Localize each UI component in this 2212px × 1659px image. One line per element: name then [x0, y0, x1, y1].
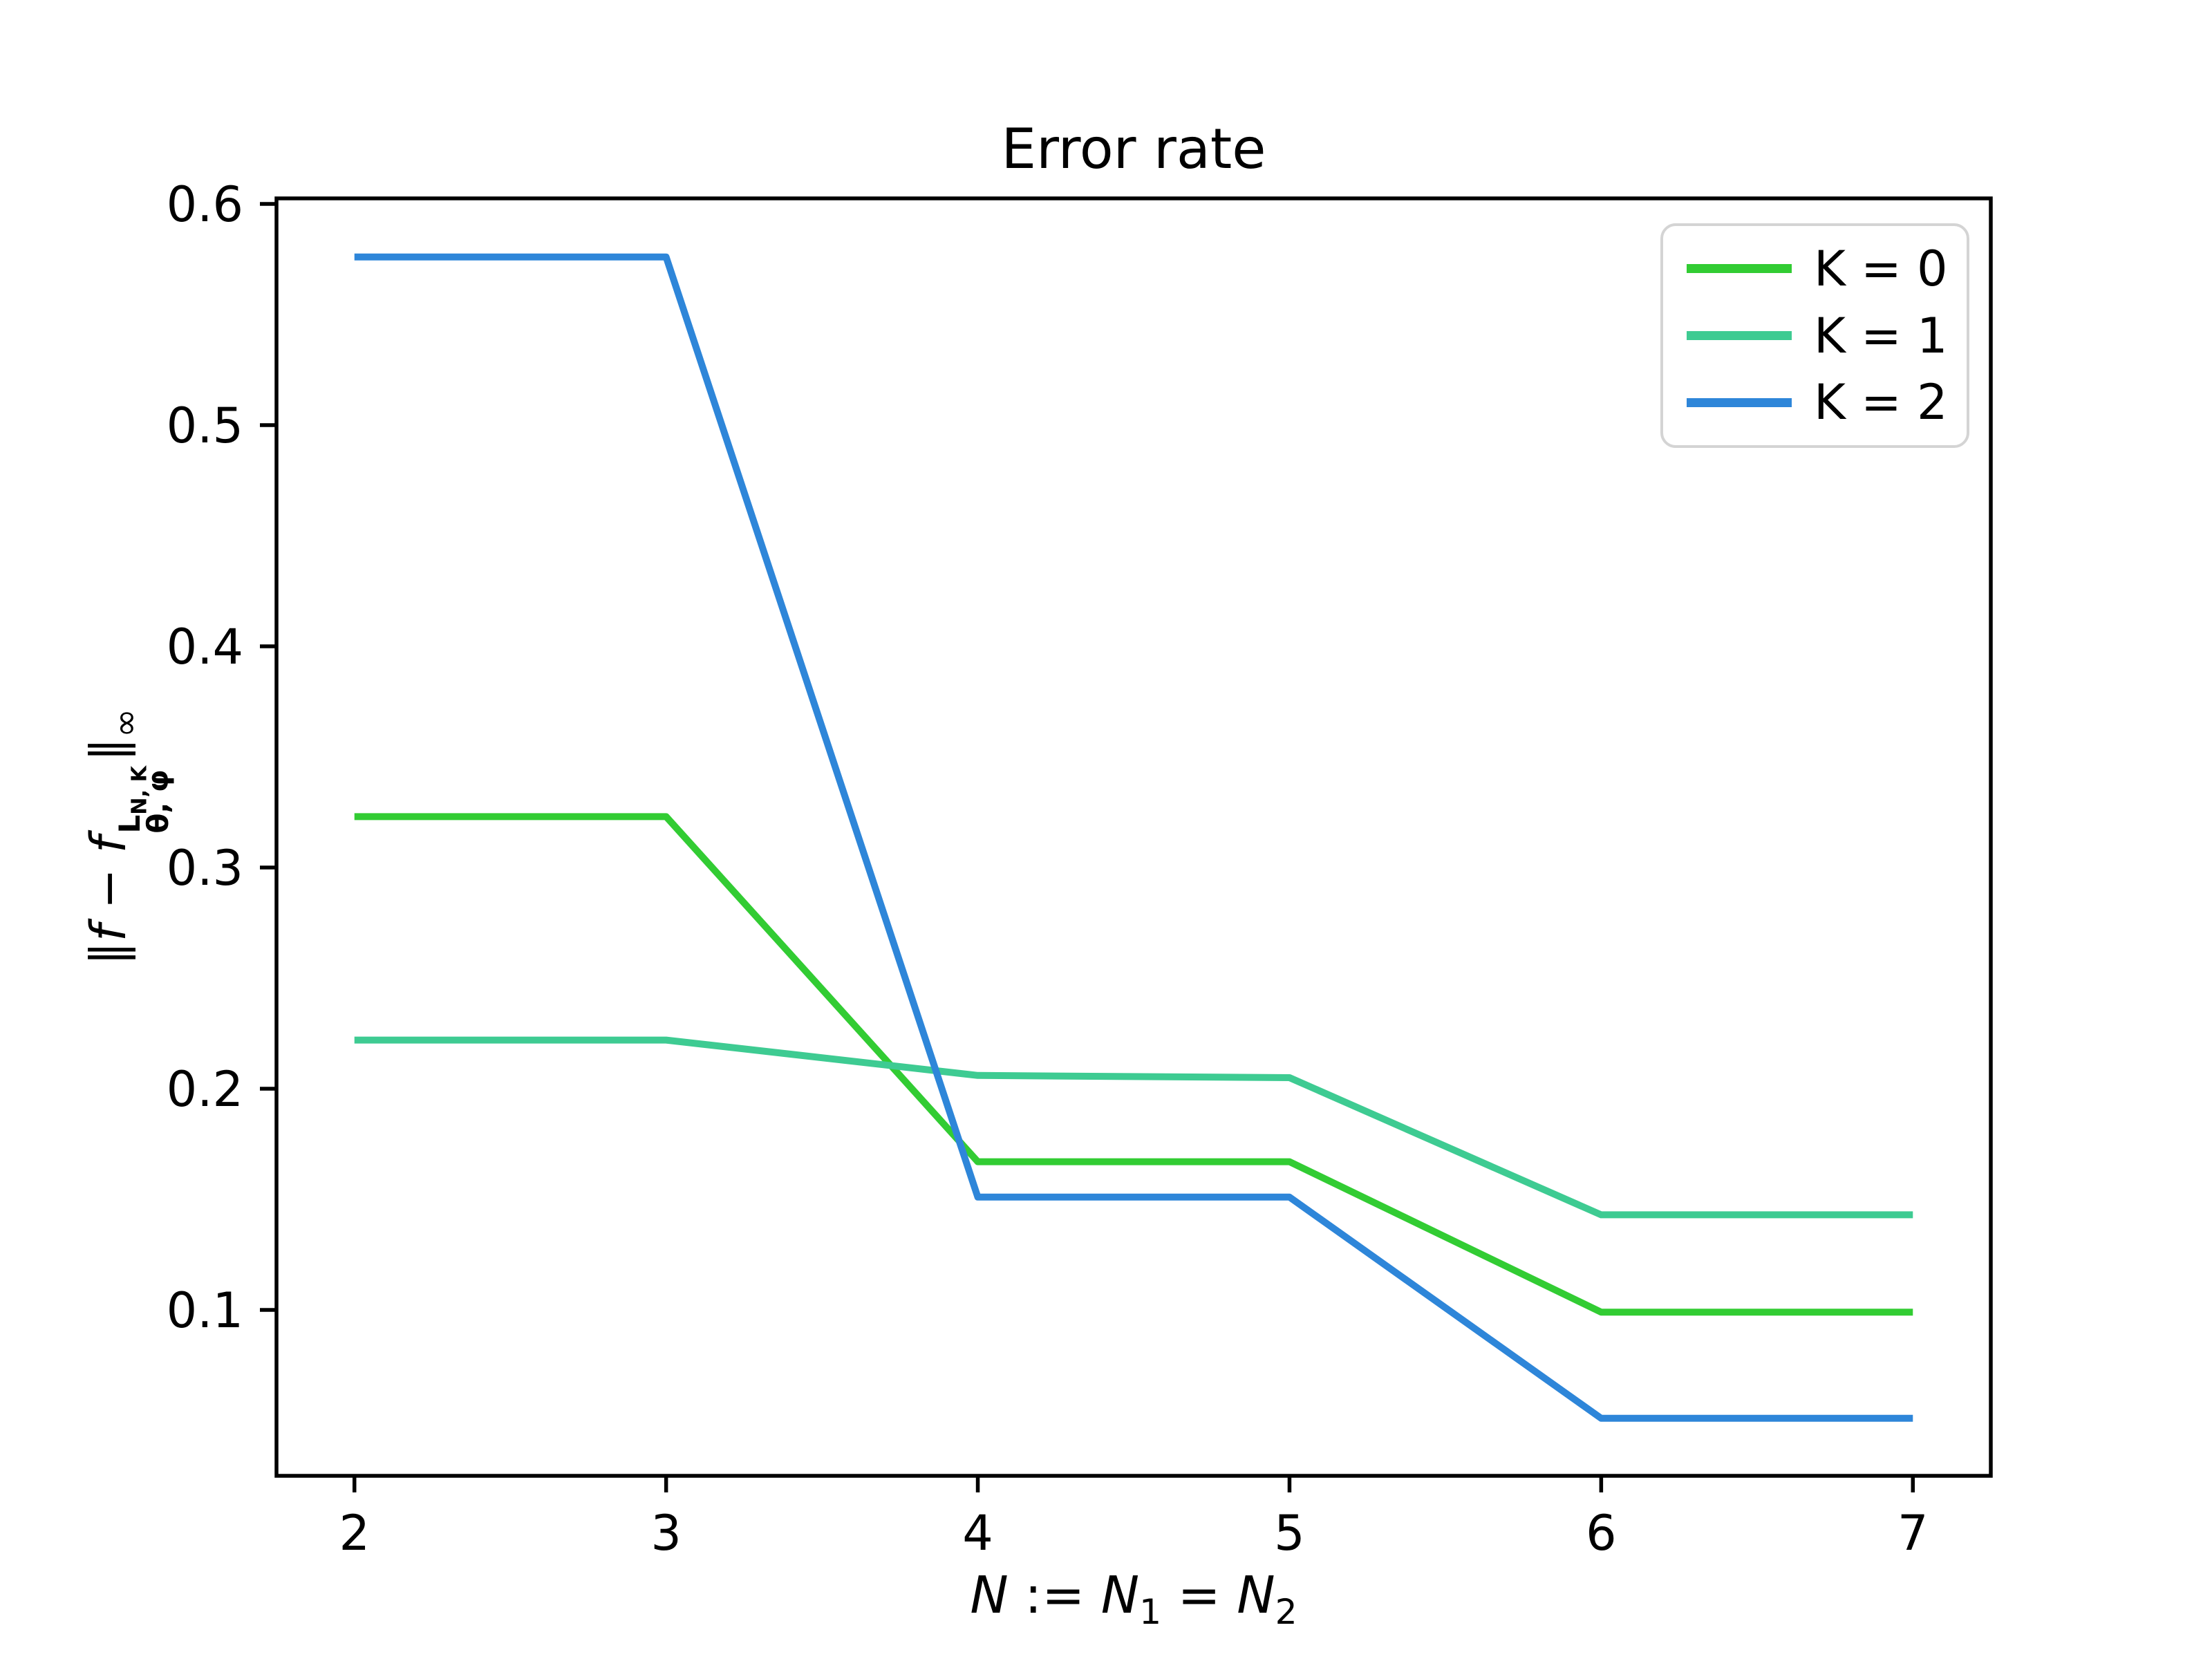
x-tick-label: 2	[339, 1505, 370, 1562]
legend-label-k0: K = 0	[1814, 240, 1948, 297]
legend-label-k1: K = 1	[1814, 307, 1948, 364]
y-tick-label: 0.3	[167, 840, 243, 897]
x-axis-label: N := N1 = N2	[276, 1566, 1991, 1632]
ylabel-norm-open: ∥	[80, 941, 137, 966]
series-line-k0	[354, 813, 1913, 1316]
legend-swatch-k1	[1687, 331, 1792, 340]
xlabel-assign: :=	[1008, 1566, 1101, 1625]
ylabel-subscript: θ, φ	[140, 769, 175, 834]
x-tick-label: 4	[962, 1505, 993, 1562]
x-tick-label: 6	[1586, 1505, 1617, 1562]
series-line-k1	[354, 1036, 1913, 1219]
ylabel-minus: −	[80, 853, 137, 925]
series-line-k2	[354, 253, 1913, 1422]
x-tick-label: 5	[1274, 1505, 1305, 1562]
ylabel-f-approx: f	[80, 836, 137, 854]
xlabel-N1: N	[1100, 1566, 1140, 1625]
xlabel-sub2: 2	[1275, 1591, 1297, 1632]
xlabel-N: N	[970, 1566, 1009, 1625]
chart-title: Error rate	[1001, 117, 1266, 181]
legend-row-k2: K = 2	[1663, 378, 1967, 427]
legend-row-k1: K = 1	[1663, 312, 1967, 360]
plot-frame	[274, 196, 1993, 1478]
xlabel-sub1: 1	[1139, 1591, 1162, 1632]
xlabel-eq: =	[1161, 1566, 1237, 1625]
legend-swatch-k2	[1687, 397, 1792, 407]
legend-row-k0: K = 0	[1663, 245, 1967, 293]
ylabel-infinity: ∞	[104, 709, 146, 738]
xlabel-N2: N	[1237, 1566, 1275, 1625]
legend-label-k2: K = 2	[1814, 374, 1948, 431]
ylabel-f: f	[80, 924, 137, 941]
ylabel-norm-close: ∥	[80, 738, 137, 762]
y-tick-label: 0.1	[167, 1282, 243, 1339]
legend: K = 0 K = 1 K = 2	[1660, 223, 1969, 448]
y-tick-label: 0.5	[167, 397, 243, 454]
y-tick-label: 0.2	[167, 1061, 243, 1118]
x-tick-label: 3	[650, 1505, 682, 1562]
y-tick-label: 0.6	[167, 176, 243, 233]
x-tick-label: 7	[1897, 1505, 1929, 1562]
legend-swatch-k0	[1687, 264, 1792, 274]
y-tick-label: 0.4	[167, 619, 243, 675]
